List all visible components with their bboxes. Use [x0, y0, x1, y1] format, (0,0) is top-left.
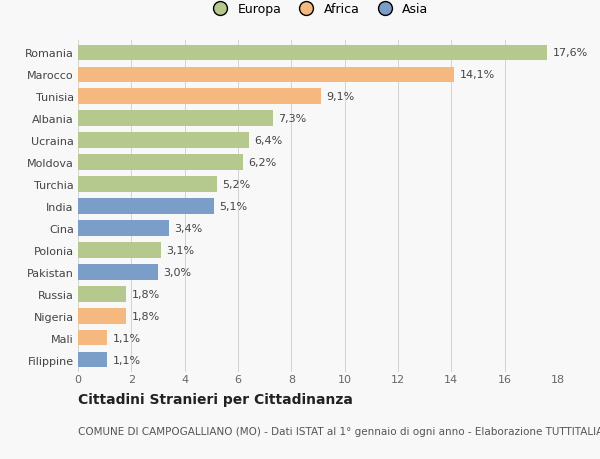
Text: Cittadini Stranieri per Cittadinanza: Cittadini Stranieri per Cittadinanza	[78, 392, 353, 406]
Bar	[78, 330, 107, 346]
Bar	[78, 352, 107, 368]
Bar	[78, 221, 169, 236]
Bar	[78, 155, 244, 171]
Bar	[78, 308, 126, 324]
Text: 5,2%: 5,2%	[222, 179, 250, 190]
Bar	[78, 67, 454, 83]
Bar	[78, 45, 547, 61]
Bar	[78, 133, 248, 149]
Text: 1,8%: 1,8%	[131, 311, 160, 321]
Text: 9,1%: 9,1%	[326, 92, 354, 102]
Text: 3,4%: 3,4%	[174, 224, 202, 234]
Text: 5,1%: 5,1%	[220, 202, 247, 212]
Text: COMUNE DI CAMPOGALLIANO (MO) - Dati ISTAT al 1° gennaio di ogni anno - Elaborazi: COMUNE DI CAMPOGALLIANO (MO) - Dati ISTA…	[78, 426, 600, 436]
Text: 3,1%: 3,1%	[166, 245, 194, 255]
Text: 1,1%: 1,1%	[113, 355, 141, 365]
Text: 1,8%: 1,8%	[131, 289, 160, 299]
Bar	[78, 286, 126, 302]
Text: 17,6%: 17,6%	[553, 48, 588, 58]
Text: 14,1%: 14,1%	[460, 70, 494, 80]
Text: 6,4%: 6,4%	[254, 136, 282, 146]
Text: 7,3%: 7,3%	[278, 114, 306, 124]
Text: 1,1%: 1,1%	[113, 333, 141, 343]
Bar	[78, 264, 158, 280]
Bar	[78, 199, 214, 214]
Text: 3,0%: 3,0%	[163, 267, 191, 277]
Legend: Europa, Africa, Asia: Europa, Africa, Asia	[208, 3, 428, 16]
Bar	[78, 177, 217, 192]
Text: 6,2%: 6,2%	[248, 158, 277, 168]
Bar	[78, 89, 320, 105]
Bar	[78, 111, 272, 127]
Bar	[78, 242, 161, 258]
